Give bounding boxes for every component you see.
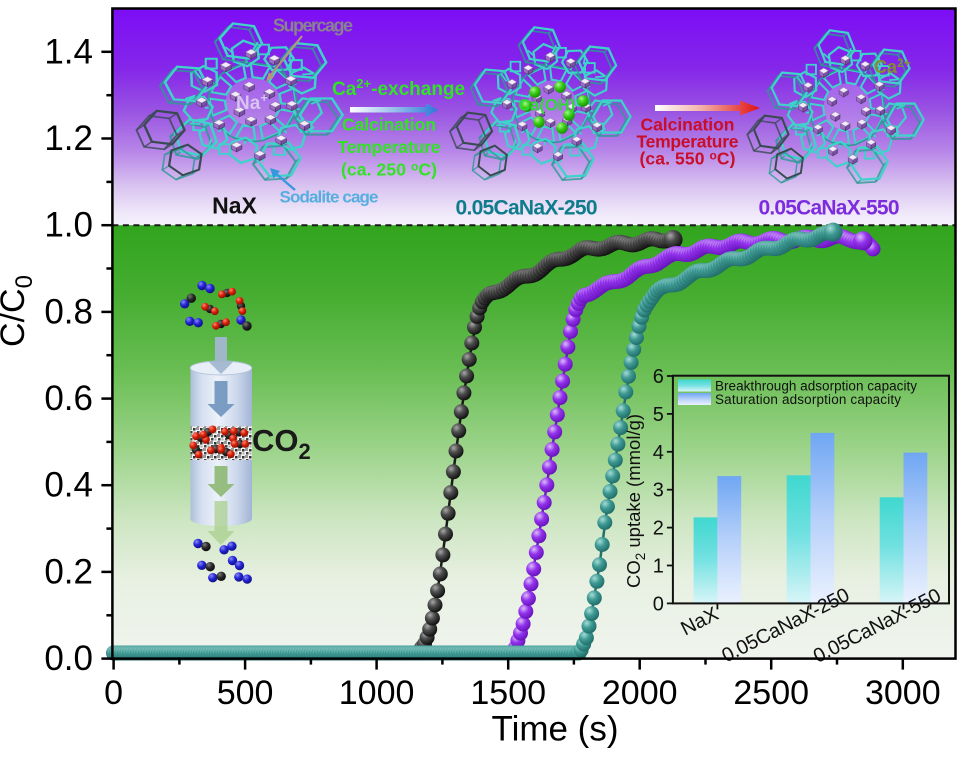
svg-text:0.05CaNaX-550: 0.05CaNaX-550 bbox=[759, 197, 900, 220]
svg-text:5: 5 bbox=[653, 404, 664, 426]
svg-text:500: 500 bbox=[217, 674, 274, 712]
svg-text:0.4: 0.4 bbox=[44, 466, 93, 505]
svg-text:2: 2 bbox=[653, 518, 664, 540]
svg-text:Breakthrough adsorption capaci: Breakthrough adsorption capacity bbox=[715, 379, 917, 394]
svg-text:1.2: 1.2 bbox=[44, 119, 93, 158]
svg-text:1.0: 1.0 bbox=[44, 206, 93, 245]
svg-text:Sodalite cage: Sodalite cage bbox=[280, 188, 379, 207]
svg-text:Time (s): Time (s) bbox=[491, 710, 618, 749]
svg-text:(ca. 550 oC): (ca. 550 oC) bbox=[640, 149, 736, 169]
svg-text:Ca(OH)+: Ca(OH)+ bbox=[518, 96, 581, 115]
svg-text:Temperature: Temperature bbox=[338, 137, 441, 157]
svg-text:4: 4 bbox=[653, 442, 664, 464]
svg-text:2500: 2500 bbox=[733, 674, 809, 712]
svg-text:0.2: 0.2 bbox=[44, 552, 93, 591]
svg-text:Temperature: Temperature bbox=[637, 132, 739, 152]
svg-text:Calcination: Calcination bbox=[641, 115, 735, 135]
svg-text:Calcination: Calcination bbox=[342, 115, 436, 135]
svg-text:6: 6 bbox=[653, 366, 664, 388]
svg-text:0: 0 bbox=[104, 674, 123, 712]
svg-text:0.0: 0.0 bbox=[44, 639, 93, 678]
svg-text:0.8: 0.8 bbox=[44, 292, 93, 331]
svg-text:Ca2+-exchange: Ca2+-exchange bbox=[332, 76, 465, 100]
svg-text:0.05CaNaX-250: 0.05CaNaX-250 bbox=[456, 197, 598, 220]
svg-text:NaX: NaX bbox=[212, 193, 257, 219]
svg-text:3: 3 bbox=[653, 480, 664, 502]
svg-text:1.4: 1.4 bbox=[44, 32, 93, 71]
svg-text:Saturation adsorption capacity: Saturation adsorption capacity bbox=[715, 392, 901, 407]
svg-text:Supercage: Supercage bbox=[273, 16, 353, 36]
svg-text:1000: 1000 bbox=[339, 674, 415, 712]
svg-text:2000: 2000 bbox=[602, 674, 678, 712]
svg-text:1500: 1500 bbox=[470, 674, 546, 712]
svg-text:0.6: 0.6 bbox=[44, 379, 93, 418]
svg-text:0: 0 bbox=[653, 593, 664, 615]
svg-text:(ca. 250 oC): (ca. 250 oC) bbox=[341, 160, 437, 180]
svg-text:1: 1 bbox=[653, 556, 664, 578]
svg-text:3000: 3000 bbox=[865, 674, 941, 712]
